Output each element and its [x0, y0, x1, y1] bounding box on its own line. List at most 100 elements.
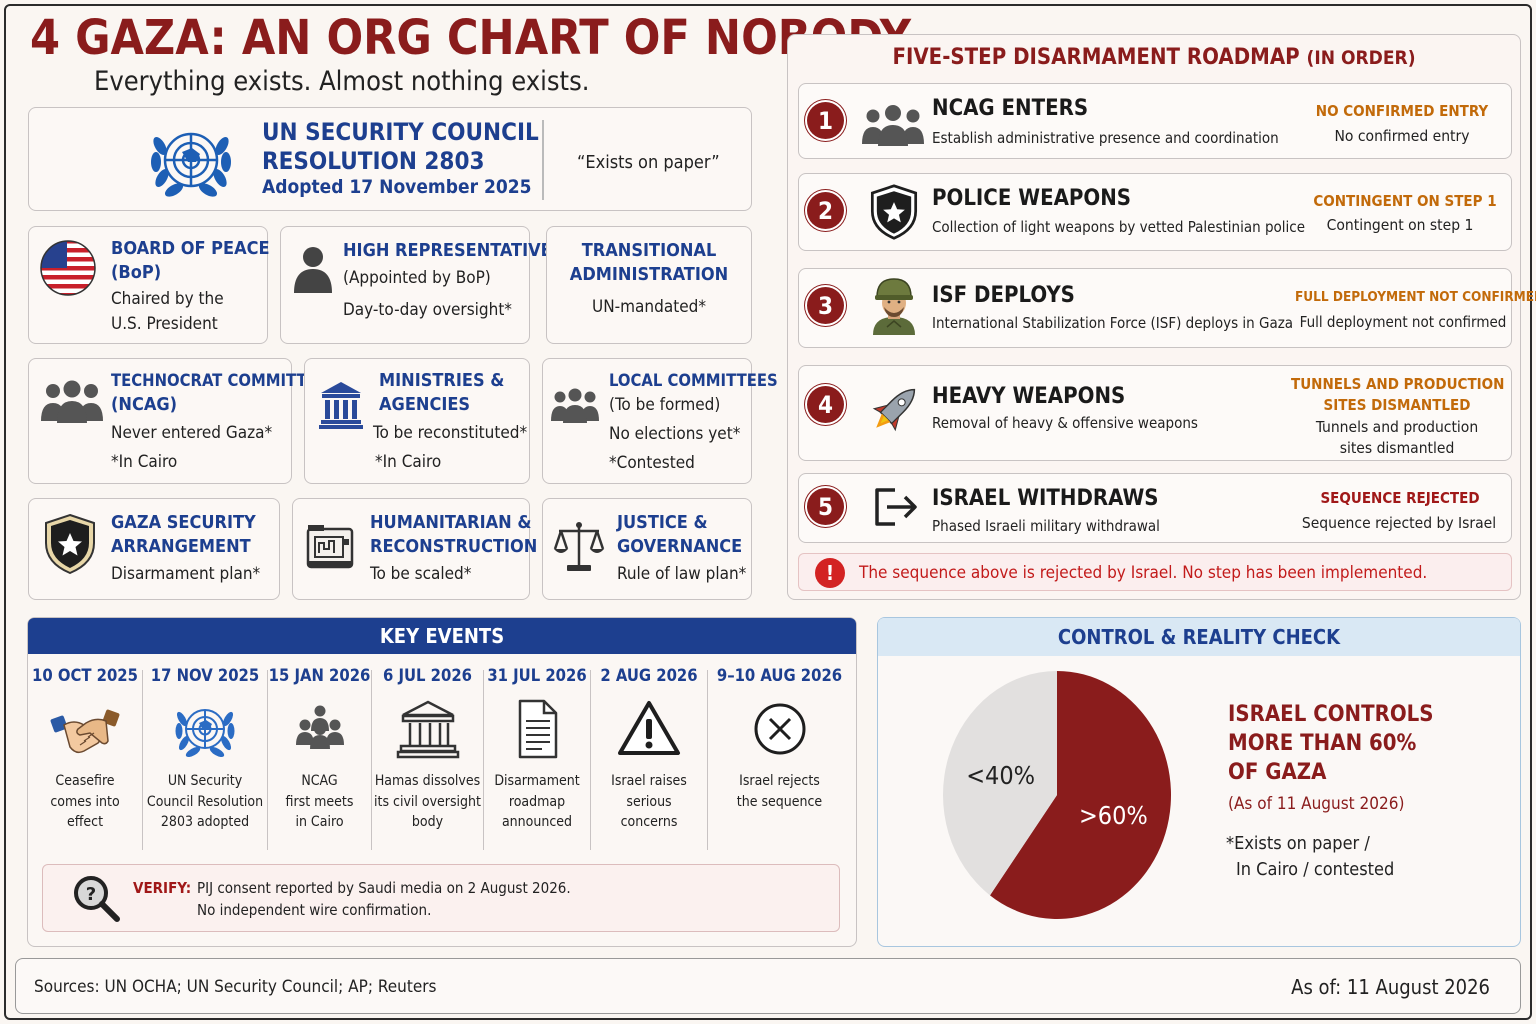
control-headline-line1: ISRAEL CONTROLS: [1228, 702, 1434, 727]
technocrat-committee-box: TECHNOCRAT COMMITTEE (NCAG) Never entere…: [28, 358, 327, 484]
event-text-line2: comes into: [50, 793, 120, 810]
un-emblem-icon: [151, 132, 231, 197]
x-circle-icon: [754, 703, 805, 755]
control-title: CONTROL & REALITY CHECK: [878, 618, 1520, 656]
event-text-line3: body: [411, 814, 444, 830]
exit-arrow-icon: [875, 488, 917, 526]
event-date: 15 JAN 2026: [268, 666, 371, 685]
local-text-line2: *Contested: [609, 453, 695, 473]
step-description: Phased Israeli military withdrawal: [932, 517, 1160, 535]
hr-title: HIGH REPRESENTATIVE: [343, 240, 552, 261]
bop-title-line2: (BoP): [111, 262, 162, 283]
resolution-adopted: Adopted 17 November 2025: [262, 176, 532, 198]
event-date: 31 JUL 2026: [487, 666, 587, 685]
event-text-line1: Ceasefire: [55, 773, 115, 789]
group-icon: [295, 705, 344, 749]
event-divider: [483, 670, 484, 850]
page-title: 4 GAZA: AN ORG CHART OF NOBODY: [30, 10, 912, 66]
event-text-line3: effect: [66, 814, 104, 830]
step-title: POLICE WEAPONS: [932, 186, 1132, 211]
roadmap-title-main: FIVE-STEP DISARMAMENT ROADMAP: [892, 45, 1300, 70]
event-text-line1: Disarmament: [494, 773, 580, 789]
group-icon: [862, 105, 924, 146]
local-title-line2: (To be formed): [609, 395, 721, 415]
event-text-line2: its civil oversight: [374, 793, 481, 810]
step-status-line2: SITES DISMANTLED: [1323, 396, 1471, 414]
verify-line1: PIJ consent reported by Saudi media on 2…: [197, 879, 571, 897]
building-icon: [319, 382, 363, 429]
footer-sources: Sources: UN OCHA; UN Security Council; A…: [34, 977, 437, 997]
page-subtitle: Everything exists. Almost nothing exists…: [94, 66, 590, 97]
roadmap-step-1: 1 NCAG ENTERS Establish administrative p…: [798, 83, 1512, 159]
bop-text-line1: Chaired by the: [111, 289, 224, 309]
verify-box: ? VERIFY: PIJ consent reported by Saudi …: [42, 864, 840, 932]
event-divider: [267, 670, 268, 850]
ncag-text-line2: *In Cairo: [111, 452, 178, 472]
step-number: 1: [807, 102, 844, 139]
bop-title-line1: BOARD OF PEACE: [111, 238, 270, 259]
humanitarian-box: HUMANITARIAN & RECONSTRUCTION To be scal…: [292, 498, 537, 600]
control-headline-line3: OF GAZA: [1228, 760, 1327, 785]
key-events-title: KEY EVENTS: [28, 618, 856, 654]
event-text-line1: UN Security: [167, 773, 243, 789]
transitional-administration-box: TRANSITIONAL ADMINISTRATION UN-mandated*: [546, 226, 752, 344]
ta-text-line1: UN-mandated*: [592, 297, 706, 317]
event-text-line2: the sequence: [736, 793, 823, 810]
step-note-line1: Tunnels and production: [1315, 418, 1479, 436]
ncag-title-line2: (NCAG): [111, 394, 178, 415]
ta-title-line1: TRANSITIONAL: [581, 240, 717, 261]
event-item: 15 JAN 2026 NCAG first meets in Cairo: [268, 666, 371, 848]
alert-text: The sequence above is rejected by Israel…: [859, 563, 1428, 583]
person-icon: [294, 247, 332, 293]
event-item: 10 OCT 2025 Ceasefire comes into effect: [28, 666, 142, 848]
step-note: Tunnels and production sites dismantled: [1291, 417, 1503, 459]
roadmap-title: FIVE-STEP DISARMAMENT ROADMAP (IN ORDER): [788, 45, 1520, 70]
event-item: 17 NOV 2025 UN Security Council Resoluti…: [143, 666, 267, 848]
step-number: 4: [807, 386, 844, 423]
local-committees-box: LOCAL COMMITTEES (To be formed) No elect…: [542, 358, 778, 484]
control-panel: CONTROL & REALITY CHECK >60% <40% ISRAEL …: [877, 617, 1521, 947]
event-date: 9–10 AUG 2026: [716, 666, 843, 685]
pie-slice: [989, 671, 1171, 919]
event-divider: [590, 670, 591, 850]
pie-slice-label: >60%: [1079, 801, 1148, 830]
justice-box: JUSTICE & GOVERNANCE Rule of law plan*: [542, 498, 752, 600]
step-number: 5: [807, 488, 844, 525]
event-item: 31 JUL 2026 Disarmament roadmap announce…: [484, 666, 590, 848]
step-status: SEQUENCE REJECTED: [1320, 489, 1480, 507]
roadmap-step-4: 4 HEAVY WEAPONS Removal of heavy & offen…: [798, 365, 1512, 461]
ministries-title-line2: AGENCIES: [379, 394, 471, 415]
svg-text:?: ?: [86, 884, 96, 905]
us-flag-icon: [40, 240, 96, 296]
step-number: 3: [807, 287, 844, 324]
step-note-line2: sites dismantled: [1339, 439, 1455, 457]
page-frame: [4, 4, 1532, 1020]
humanitarian-title-line2: RECONSTRUCTION: [370, 536, 538, 557]
warning-icon: [618, 701, 680, 755]
building-icon: [396, 700, 459, 759]
security-title-line1: GAZA SECURITY: [111, 512, 256, 533]
bop-text-line2: U.S. President: [111, 314, 218, 334]
step-status: CONTINGENT ON STEP 1: [1313, 192, 1497, 210]
divider: [542, 120, 544, 200]
event-text-line1: Israel rejects: [739, 773, 820, 789]
resolution-title-line2: RESOLUTION 2803: [262, 147, 485, 175]
ta-title-line2: ADMINISTRATION: [569, 264, 729, 285]
event-item: 2 AUG 2026 Israel raises serious concern…: [591, 666, 707, 848]
control-note-line2: In Cairo / contested: [1236, 859, 1395, 880]
soldier-icon: [873, 278, 915, 335]
event-item: 9–10 AUG 2026 Israel rejects the sequenc…: [708, 666, 851, 848]
step-description: Collection of light weapons by vetted Pa…: [932, 218, 1306, 236]
step-status: TUNNELS AND PRODUCTION SITES DISMANTLED: [1291, 374, 1504, 416]
step-number: 2: [807, 192, 844, 229]
roadmap-step-3: 3 ISF DEPLOYS International Stabilizatio…: [798, 268, 1536, 348]
un-emblem-icon: [175, 709, 235, 758]
humanitarian-text-line1: To be scaled*: [370, 564, 472, 584]
ncag-title-line1: TECHNOCRAT COMMITTEE: [111, 371, 327, 390]
step-title: ISRAEL WITHDRAWS: [932, 486, 1159, 511]
local-title-line1: LOCAL COMMITTEES: [609, 371, 778, 390]
control-note-line1: *Exists on paper /: [1226, 833, 1370, 854]
pie-slice: [943, 671, 1057, 896]
shield-star-icon: [870, 184, 918, 240]
high-representative-box: HIGH REPRESENTATIVE (Appointed by BoP) D…: [280, 226, 552, 344]
